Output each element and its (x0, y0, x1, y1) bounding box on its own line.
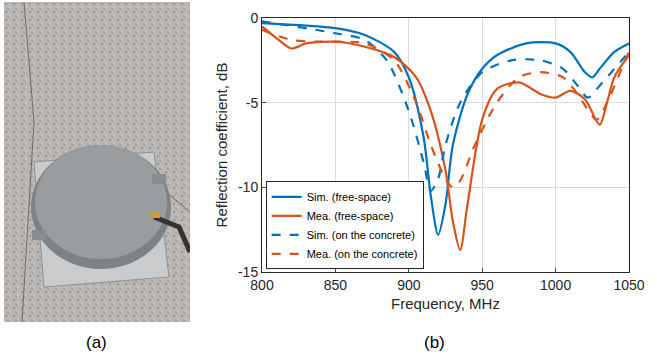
svg-text:900: 900 (397, 277, 421, 293)
svg-text:Sim. (on the concrete): Sim. (on the concrete) (307, 229, 415, 241)
svg-text:950: 950 (471, 277, 495, 293)
svg-text:1000: 1000 (540, 277, 571, 293)
html-text:(b): (b) (424, 333, 445, 352)
svg-text:Reflection coefficient, dB: Reflection coefficient, dB (213, 63, 230, 228)
svg-text:Sim. (free-space): Sim. (free-space) (307, 191, 391, 203)
svg-text:-15: -15 (238, 264, 258, 280)
svg-text:1050: 1050 (613, 277, 644, 293)
svg-text:800: 800 (250, 277, 274, 293)
svg-text:Frequency, MHz: Frequency, MHz (391, 295, 500, 312)
svg-text:-10: -10 (238, 179, 258, 195)
svg-text:-5: -5 (246, 95, 259, 111)
html-text:(a): (a) (86, 333, 107, 352)
svg-text:Mea. (on the concrete): Mea. (on the concrete) (307, 248, 418, 260)
svg-text:0: 0 (250, 10, 258, 26)
svg-text:Mea. (free-space): Mea. (free-space) (307, 210, 394, 222)
svg-text:850: 850 (324, 277, 348, 293)
